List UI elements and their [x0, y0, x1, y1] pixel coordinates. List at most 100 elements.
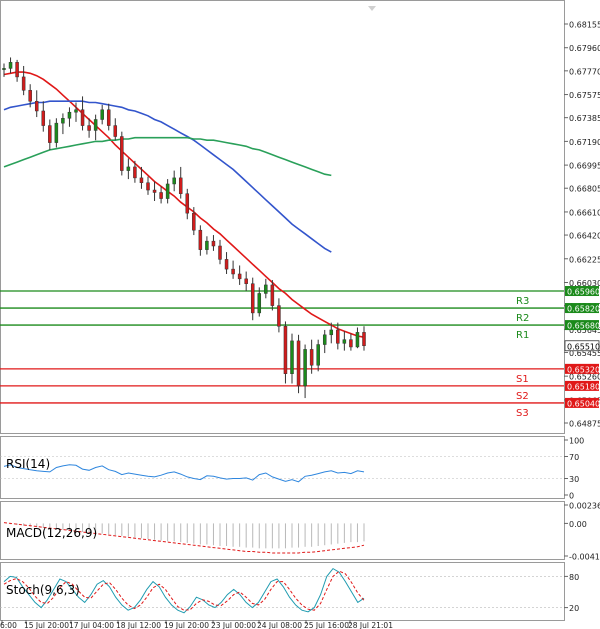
macd-signal-line: [3, 522, 365, 554]
candle: [48, 119, 52, 150]
bear-candle-body: [106, 109, 111, 126]
time-tick-label: 17 Jul 04:00: [69, 621, 114, 629]
macd-tick-label: 0.002361: [569, 502, 600, 511]
bear-candle-body: [270, 284, 275, 306]
candle: [342, 331, 347, 351]
bull-candle-body: [322, 334, 327, 345]
main-panel: [0, 0, 565, 434]
candle: [257, 287, 262, 317]
candle: [87, 118, 91, 138]
price-tick-label: 0.67385: [569, 114, 600, 123]
bear-candle-body: [362, 332, 366, 347]
level-tag-s1: [565, 363, 599, 374]
bull-candle-body: [264, 284, 268, 294]
candle: [159, 186, 163, 204]
candle: [113, 118, 118, 141]
candle: [192, 207, 196, 236]
bear-candle-body: [41, 110, 46, 126]
rsi-indicator: 100 70 30 0: [0, 437, 584, 501]
level-name-r3: R3: [516, 296, 529, 307]
candle: [165, 179, 170, 204]
bull-candle-body: [165, 183, 170, 199]
level-value-s3: 0.65040: [567, 399, 600, 408]
bear-candle-body: [192, 212, 196, 231]
time-tick-label: 25 Jul 16:00: [304, 621, 349, 629]
rsi-tick-label: 100: [569, 437, 584, 446]
candle: [21, 65, 26, 96]
bear-candle-body: [277, 305, 281, 327]
level-value-r3: 0.65960: [567, 288, 600, 297]
candle: [133, 160, 137, 183]
bear-candle-body: [178, 177, 183, 194]
candle: [67, 107, 72, 127]
bear-candle-body: [120, 136, 124, 171]
bear-candle-body: [211, 240, 216, 247]
bear-candle-body: [80, 109, 85, 126]
bull-candle-body: [172, 177, 176, 185]
candle: [211, 235, 216, 251]
candle: [8, 57, 13, 74]
candle: [303, 344, 307, 399]
candle: [244, 271, 248, 292]
bear-candle-body: [28, 90, 32, 102]
price-tick-label: 0.67190: [569, 138, 600, 147]
price-tick-label: 0.66420: [569, 232, 600, 241]
level-value-s2: 0.65180: [567, 382, 600, 391]
bear-candle-body: [283, 326, 288, 374]
bull-candle-body: [290, 340, 294, 374]
bear-candle-body: [309, 349, 314, 366]
bear-candle-body: [48, 125, 52, 143]
bull-candle-body: [74, 109, 78, 113]
bear-candle-body: [250, 283, 255, 314]
level-tag-r1: [565, 320, 599, 331]
time-tick-label: 19 Jul 20:00: [164, 621, 209, 629]
bull-candle-body: [342, 339, 347, 344]
candle: [172, 170, 176, 192]
bull-candle-body: [61, 118, 65, 124]
candle: [277, 298, 281, 333]
candle: [146, 176, 150, 195]
candle: [336, 322, 340, 350]
candle: [237, 265, 242, 285]
candle: [296, 334, 301, 394]
candle: [139, 166, 144, 189]
candle: [270, 280, 275, 311]
time-tick-label: 24 Jul 08:00: [257, 621, 302, 629]
level-value-s1: 0.65320: [567, 365, 600, 374]
bull-candle-body: [316, 344, 320, 366]
level-tag-s3: [565, 397, 599, 408]
bear-candle-body: [336, 329, 340, 344]
level-tag-r2: [565, 303, 599, 314]
bear-candle-body: [15, 62, 19, 78]
candle: [309, 339, 314, 374]
support-resistance-levels: R3 0.65960 R2 0.65820 R1 0.65680 S1 0.65320 S2 0.…: [0, 286, 600, 419]
stoch-panel: [0, 562, 565, 621]
current-price-marker: 0.65510: [564, 340, 600, 351]
price-tick-label: 0.67575: [569, 91, 600, 100]
candle: [205, 236, 209, 255]
candle: [41, 101, 46, 132]
candle: [316, 339, 320, 372]
candle: [362, 326, 366, 351]
bull-candle-body: [303, 349, 307, 387]
price-axis: 0.68155 0.67960 0.67770 0.67575 0.67385 0.671…: [564, 21, 600, 429]
candle: [120, 131, 124, 176]
candle: [80, 96, 85, 131]
ma-fast-line: [3, 71, 365, 338]
level-value-r1: 0.65680: [567, 322, 600, 331]
level-name-r2: R2: [516, 313, 529, 324]
rsi-line: [3, 464, 365, 483]
macd-tick-label: -0.004182: [569, 553, 600, 562]
time-tick-label: 18 Jul 12:00: [116, 621, 161, 629]
candle: [100, 104, 104, 125]
bull-candle-body: [257, 293, 262, 314]
candle: [250, 277, 255, 321]
candle: [355, 327, 360, 349]
candle: [198, 225, 203, 256]
stoch-label: Stoch(9,6,3): [6, 583, 80, 597]
macd-tick-label: 0.00: [569, 520, 587, 529]
price-tick-label: 0.66225: [569, 255, 600, 264]
bear-candle-body: [218, 245, 222, 260]
price-tick-label: 0.65645: [569, 326, 600, 335]
price-tick-label: 0.66805: [569, 185, 600, 194]
